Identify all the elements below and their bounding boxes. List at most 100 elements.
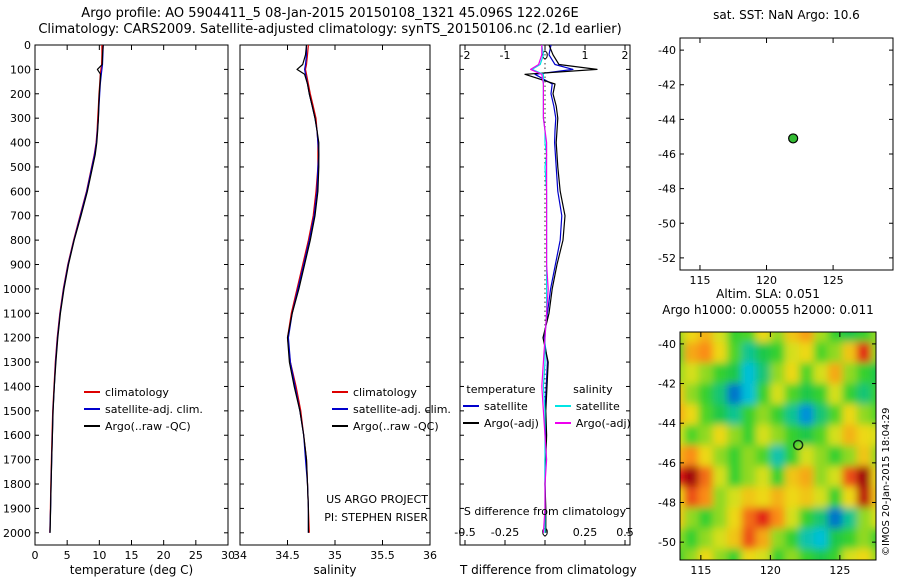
argo-line-swatch xyxy=(84,425,100,427)
svg-text:125: 125 xyxy=(823,274,844,287)
tdiff-axis-label: T difference from climatology xyxy=(460,563,637,577)
svg-text:-40: -40 xyxy=(658,44,676,57)
svg-text:300: 300 xyxy=(10,112,31,125)
legend-label: climatology xyxy=(105,386,169,399)
float-location-map-panel: 115 120 125 -40 -42 -44 -46 -48 -50 -52 xyxy=(658,37,894,287)
temperature-legend: climatology satellite-adj. clim. Argo(..… xyxy=(84,384,203,435)
svg-text:120: 120 xyxy=(756,274,777,287)
svg-text:1400: 1400 xyxy=(3,380,31,393)
difference-profile-panel: -2 -1 0 1 2-0.5 -0.25 0 0.25 0.5 xyxy=(454,44,634,546)
argo-tdiff-line-swatch xyxy=(463,422,479,424)
svg-text:35: 35 xyxy=(328,549,342,562)
svg-text:1100: 1100 xyxy=(3,307,31,320)
legend-item: Argo(..raw -QC) xyxy=(332,418,451,435)
legend-label: satellite xyxy=(484,400,528,413)
svg-text:0: 0 xyxy=(32,549,39,562)
svg-text:500: 500 xyxy=(10,161,31,174)
salinity-profile-panel: 34 34.5 35 35.5 36 xyxy=(233,44,437,562)
svg-text:15: 15 xyxy=(125,549,139,562)
svg-text:1: 1 xyxy=(582,49,589,62)
sdiff-axis-label: S difference from climatology xyxy=(463,505,627,518)
svg-text:0: 0 xyxy=(542,49,549,62)
difference-legend-salinity-column: salinity satellite Argo(-adj) xyxy=(554,381,631,432)
svg-text:2000: 2000 xyxy=(3,527,31,540)
svg-text:-42: -42 xyxy=(658,79,676,92)
difference-legend: temperature satellite Argo(-adj) salinit… xyxy=(463,381,631,432)
argo-sdiff-line-swatch xyxy=(554,422,571,424)
page-title: Argo profile: AO 5904411_5 08-Jan-2015 2… xyxy=(81,6,579,21)
argo-height-title: Argo h1000: 0.00055 h2000: 0.011 xyxy=(662,303,874,317)
svg-text:30: 30 xyxy=(221,549,235,562)
difference-legend-temperature-column: temperature satellite Argo(-adj) xyxy=(463,381,539,432)
page-subtitle: Climatology: CARS2009. Satellite-adjuste… xyxy=(38,22,622,37)
temperature-axis-label: temperature (deg C) xyxy=(69,563,194,577)
salinity-axis-label: salinity xyxy=(313,563,357,577)
legend-item: satellite-adj. clim. xyxy=(84,401,203,418)
principal-investigator-text: PI: STEPHEN RISER xyxy=(324,511,428,524)
temperature-profile-panel: 0 5 10 15 20 25 300100200300400500600700800900… xyxy=(3,39,235,562)
svg-text:0.25: 0.25 xyxy=(573,526,598,539)
salinity-legend: climatology satellite-adj. clim. Argo(..… xyxy=(332,384,451,435)
svg-text:25: 25 xyxy=(189,549,203,562)
svg-text:35.5: 35.5 xyxy=(370,549,395,562)
svg-text:-2: -2 xyxy=(460,49,471,62)
legend-item: climatology xyxy=(332,384,451,401)
sst-title: sat. SST: NaN Argo: 10.6 xyxy=(713,8,860,22)
svg-text:10: 10 xyxy=(92,549,106,562)
svg-text:115: 115 xyxy=(689,274,710,287)
svg-text:120: 120 xyxy=(760,564,781,577)
legend-label: satellite-adj. clim. xyxy=(353,403,451,416)
svg-text:-44: -44 xyxy=(658,417,676,430)
legend-column-header: salinity xyxy=(573,383,613,396)
svg-text:-42: -42 xyxy=(658,378,676,391)
svg-text:0.5: 0.5 xyxy=(616,526,634,539)
legend-label: Argo(..raw -QC) xyxy=(105,420,191,433)
legend-item: Argo(-adj) xyxy=(554,415,631,432)
svg-text:-46: -46 xyxy=(658,457,676,470)
svg-text:0: 0 xyxy=(24,39,31,52)
svg-text:1200: 1200 xyxy=(3,332,31,345)
satellite-tdiff-line-swatch xyxy=(463,405,479,407)
legend-column-header: temperature xyxy=(466,383,536,396)
svg-text:400: 400 xyxy=(10,137,31,150)
svg-text:34.5: 34.5 xyxy=(275,549,300,562)
svg-text:-48: -48 xyxy=(658,497,676,510)
svg-text:125: 125 xyxy=(829,564,850,577)
legend-label: Argo(-adj) xyxy=(484,417,539,430)
svg-text:1900: 1900 xyxy=(3,502,31,515)
svg-text:2: 2 xyxy=(622,49,629,62)
legend-item: satellite-adj. clim. xyxy=(332,401,451,418)
legend-label: Argo(-adj) xyxy=(575,417,631,430)
legend-item: Argo(..raw -QC) xyxy=(84,418,203,435)
legend-label: satellite-adj. clim. xyxy=(105,403,203,416)
legend-item: Argo(-adj) xyxy=(463,415,539,432)
imos-copyright-text: ©IMOS 20-Jan-2015 18:04:29 xyxy=(881,407,892,556)
satellite-clim-line-swatch xyxy=(84,408,100,410)
climatology-line-swatch xyxy=(84,391,100,393)
svg-text:-1: -1 xyxy=(500,49,511,62)
svg-text:1800: 1800 xyxy=(3,478,31,491)
svg-text:-40: -40 xyxy=(658,338,676,351)
satellite-sdiff-line-swatch xyxy=(554,405,571,407)
svg-text:1600: 1600 xyxy=(3,429,31,442)
svg-text:34: 34 xyxy=(233,549,247,562)
svg-text:-48: -48 xyxy=(658,183,676,196)
satellite-clim-line-swatch xyxy=(332,408,348,410)
legend-item: climatology xyxy=(84,384,203,401)
legend-item: satellite xyxy=(463,398,539,415)
sla-heatmap-panel: 115 120 125 -40 -42 -44 -46 -48 -50 xyxy=(658,331,877,577)
svg-text:-46: -46 xyxy=(658,148,676,161)
svg-text:115: 115 xyxy=(690,564,711,577)
sla-title: Altim. SLA: 0.051 xyxy=(716,287,820,301)
svg-text:1700: 1700 xyxy=(3,454,31,467)
svg-text:800: 800 xyxy=(10,234,31,247)
legend-label: Argo(..raw -QC) xyxy=(353,420,439,433)
svg-text:1300: 1300 xyxy=(3,356,31,369)
svg-text:1500: 1500 xyxy=(3,405,31,418)
legend-item: satellite xyxy=(554,398,631,415)
svg-text:1000: 1000 xyxy=(3,283,31,296)
svg-text:700: 700 xyxy=(10,210,31,223)
svg-text:100: 100 xyxy=(10,63,31,76)
argo-line-swatch xyxy=(332,425,348,427)
